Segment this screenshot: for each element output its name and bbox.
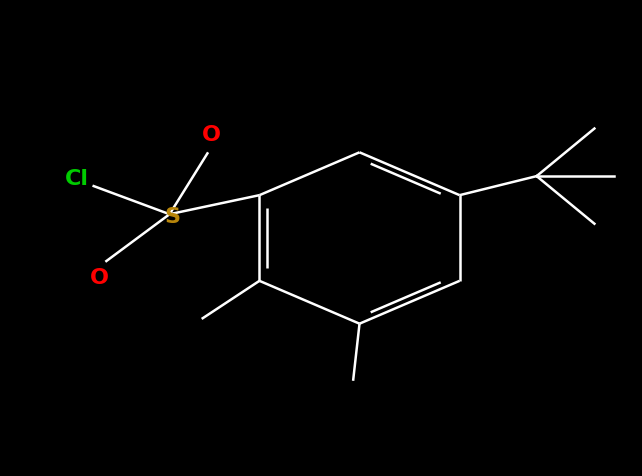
Text: S: S [165,207,181,227]
Text: Cl: Cl [65,169,89,188]
Text: O: O [202,125,221,145]
Text: O: O [89,268,108,288]
